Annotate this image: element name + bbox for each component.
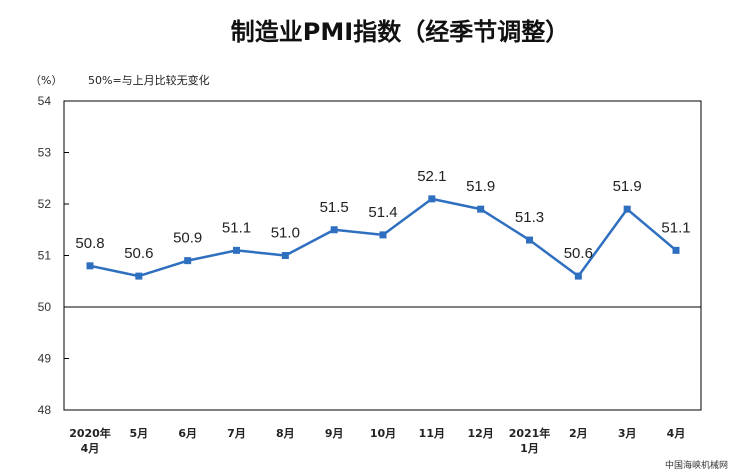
data-point-marker xyxy=(428,195,436,203)
x-tick-label-line: 7月 xyxy=(227,427,246,440)
chart-title: 制造业PMI指数（经季节调整） xyxy=(231,18,569,46)
data-point-marker xyxy=(330,226,338,234)
x-tick-label-line: 12月 xyxy=(468,427,494,440)
x-tick-label: 5月 xyxy=(130,427,149,440)
data-label: 51.5 xyxy=(320,199,349,216)
x-tick-label: 2月 xyxy=(569,427,588,440)
data-label: 50.8 xyxy=(75,235,104,252)
data-point-marker xyxy=(86,262,94,270)
x-tick-label-line: 4月 xyxy=(81,442,100,455)
x-tick-label: 10月 xyxy=(370,427,396,440)
data-label: 50.9 xyxy=(173,230,202,247)
data-point-marker xyxy=(672,246,680,254)
x-tick-label-line: 8月 xyxy=(276,427,295,440)
x-tick-label-line: 10月 xyxy=(370,427,396,440)
data-point-marker xyxy=(623,205,631,213)
data-label: 52.1 xyxy=(417,168,446,185)
data-label: 51.9 xyxy=(466,178,495,195)
x-tick-label: 6月 xyxy=(178,427,197,440)
y-tick-label: 49 xyxy=(38,352,52,366)
x-tick-label: 12月 xyxy=(468,427,494,440)
y-axis: 48 49 50 51 52 53 54 xyxy=(38,94,69,417)
y-tick-label: 51 xyxy=(38,249,52,263)
x-tick-label: 2020年 4月 xyxy=(69,426,111,455)
data-point-marker xyxy=(477,205,485,213)
data-label: 51.4 xyxy=(368,204,397,221)
data-label: 51.9 xyxy=(613,178,642,195)
data-point-marker xyxy=(574,272,582,280)
data-point-marker xyxy=(135,272,143,280)
x-tick-label: 7月 xyxy=(227,427,246,440)
baseline-note: 50%=与上月比较无变化 xyxy=(88,73,210,87)
x-tick-label-line: 9月 xyxy=(325,427,344,440)
data-point-marker xyxy=(281,252,289,259)
data-point-marker xyxy=(184,257,192,265)
y-tick-label: 48 xyxy=(38,403,52,417)
data-markers xyxy=(86,195,680,280)
y-tick-label: 54 xyxy=(38,94,52,108)
data-labels: 50.8 50.6 50.9 51.1 51.0 51.5 51.4 52.1 51.9 51.3… xyxy=(75,168,690,262)
x-tick-label: 3月 xyxy=(618,427,637,440)
x-tick-label: 2021年 1月 xyxy=(509,426,551,455)
y-tick-label: 53 xyxy=(38,146,52,160)
x-tick-label-line: 3月 xyxy=(618,427,637,440)
x-tick-label-line: 6月 xyxy=(178,427,197,440)
x-tick-label: 9月 xyxy=(325,427,344,440)
x-tick-label: 8月 xyxy=(276,427,295,440)
x-tick-label-line: 2020年 xyxy=(69,426,111,440)
x-tick-label-line: 5月 xyxy=(130,427,149,440)
data-label: 50.6 xyxy=(564,245,593,262)
data-label: 50.6 xyxy=(124,245,153,262)
x-tick-label-line: 4月 xyxy=(667,427,686,440)
y-unit-label: （%） xyxy=(30,74,62,87)
plot-area xyxy=(63,100,702,411)
x-tick-label: 4月 xyxy=(667,427,686,440)
data-point-marker xyxy=(526,236,533,244)
x-tick-label-line: 1月 xyxy=(520,442,539,455)
y-tick-label: 52 xyxy=(38,197,52,211)
data-point-marker xyxy=(379,231,387,239)
x-tick-label-line: 2月 xyxy=(569,427,588,440)
data-label: 51.1 xyxy=(222,219,251,236)
x-axis: 2020年 4月 5月 6月 7月 8月 9月 10月 11月 12月 2021年 1月 2月 3月 4月 xyxy=(69,426,685,455)
x-tick-label-line: 2021年 xyxy=(509,426,551,440)
x-tick-label-line: 11月 xyxy=(419,427,445,440)
x-tick-label: 11月 xyxy=(419,427,445,440)
data-label: 51.3 xyxy=(515,209,544,226)
data-label: 51.0 xyxy=(271,225,300,242)
y-tick-label: 50 xyxy=(38,300,52,314)
watermark: 中国海峡机械网 xyxy=(665,459,728,471)
data-label: 51.1 xyxy=(661,219,690,236)
data-point-marker xyxy=(233,246,240,254)
